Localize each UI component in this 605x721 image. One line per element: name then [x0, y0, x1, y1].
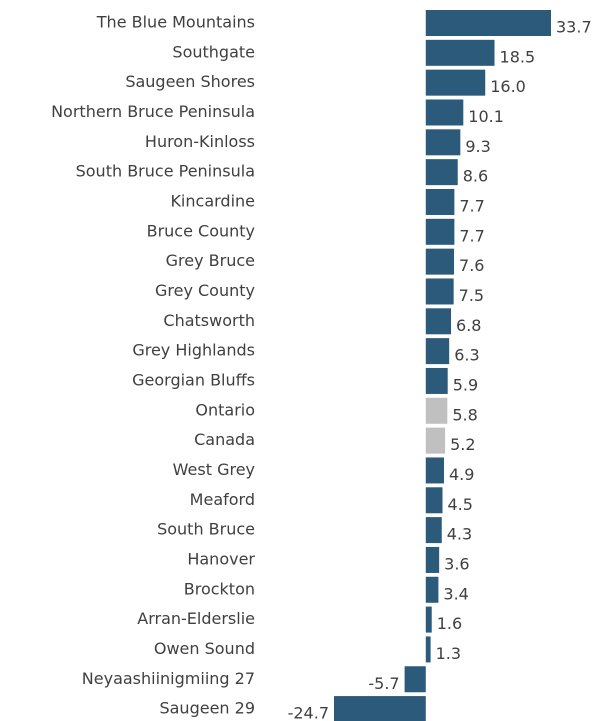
category-label: Canada — [194, 430, 255, 449]
bar — [425, 129, 461, 156]
category-label: Grey Bruce — [166, 251, 255, 270]
bar — [425, 278, 454, 305]
bar — [425, 218, 455, 245]
value-label: 9.3 — [465, 137, 490, 156]
bar — [425, 99, 464, 126]
category-label: Owen Sound — [154, 639, 255, 658]
category-label: Hanover — [187, 549, 255, 568]
category-label: Grey Highlands — [132, 341, 255, 360]
value-label: 5.9 — [453, 375, 478, 394]
category-label: Neyaashiinigmiing 27 — [82, 669, 255, 688]
value-label: 6.3 — [454, 346, 479, 365]
bar — [425, 427, 446, 454]
bar — [334, 696, 426, 721]
category-label: Bruce County — [147, 221, 255, 240]
value-label: 4.9 — [449, 465, 474, 484]
category-label: Saugeen Shores — [125, 72, 255, 91]
category-label: Saugeen 29 — [159, 699, 255, 718]
bar — [425, 397, 448, 424]
bar — [425, 10, 551, 36]
category-label: Kincardine — [170, 191, 255, 210]
value-label: 3.4 — [443, 584, 468, 603]
category-label: Brockton — [184, 579, 255, 598]
bar — [425, 457, 444, 484]
bar — [425, 576, 439, 603]
category-label: Grey County — [155, 281, 255, 300]
bar — [425, 69, 486, 96]
category-label: Northern Bruce Peninsula — [51, 102, 255, 121]
bar — [425, 188, 455, 215]
value-label: 6.8 — [456, 316, 481, 335]
bar — [425, 487, 443, 514]
category-label: Meaford — [190, 490, 255, 509]
value-label: 5.2 — [450, 435, 475, 454]
bar — [425, 636, 431, 663]
value-label: 18.5 — [500, 47, 536, 66]
value-label: 7.6 — [459, 256, 484, 275]
bar — [404, 666, 426, 693]
value-label: 1.6 — [437, 614, 462, 633]
category-label: The Blue Mountains — [96, 13, 255, 32]
value-label: 33.7 — [556, 18, 592, 37]
category-label: Chatsworth — [163, 311, 255, 330]
bar — [425, 367, 448, 394]
category-label: West Grey — [173, 460, 255, 479]
category-label: Southgate — [172, 42, 255, 61]
value-label: 7.7 — [459, 196, 484, 215]
value-label: 5.8 — [452, 405, 477, 424]
value-label: -24.7 — [288, 704, 329, 721]
value-label: -5.7 — [368, 674, 399, 693]
category-label: South Bruce Peninsula — [76, 162, 255, 181]
bar — [425, 517, 442, 544]
value-label: 16.0 — [490, 77, 526, 96]
bar — [425, 338, 450, 365]
value-label: 1.3 — [436, 644, 461, 663]
category-label: South Bruce — [157, 520, 255, 539]
value-label: 4.3 — [447, 525, 472, 544]
category-label: Arran-Elderslie — [137, 609, 255, 628]
value-label: 3.6 — [444, 554, 469, 573]
value-label: 7.7 — [459, 226, 484, 245]
bar — [425, 39, 495, 66]
bar — [425, 248, 455, 275]
value-label: 8.6 — [463, 167, 488, 186]
category-label: Huron-Kinloss — [145, 132, 255, 151]
bar — [425, 159, 458, 186]
bar — [425, 308, 452, 335]
value-label: 4.5 — [448, 495, 473, 514]
bar — [425, 606, 432, 633]
category-label: Georgian Bluffs — [132, 370, 255, 389]
value-label: 10.1 — [468, 107, 504, 126]
category-label: Ontario — [195, 400, 255, 419]
value-label: 7.5 — [459, 286, 484, 305]
bar — [425, 546, 440, 573]
